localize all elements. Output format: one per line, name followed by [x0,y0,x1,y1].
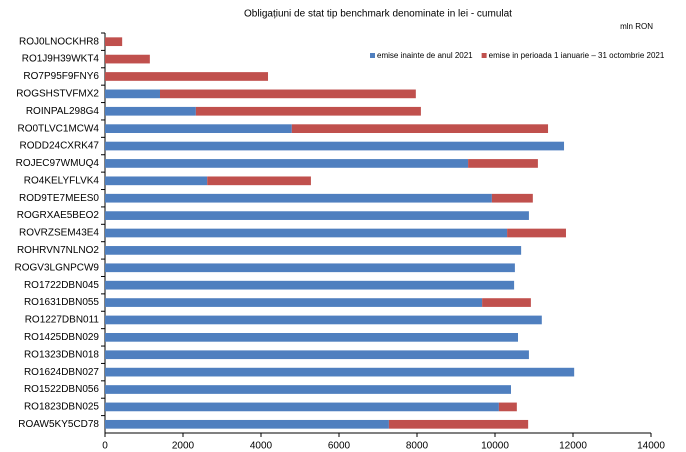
y-tick-label: ROHRVN7NLNO2 [17,245,99,256]
legend-swatch [481,53,487,58]
bar-segment [105,193,492,203]
x-tick-label: 0 [102,441,108,452]
chart-title: Obligațiuni de stat tip benchmark denomi… [244,9,512,20]
bar-segment [105,89,160,99]
bar-segment [105,280,515,290]
bar-segment [105,263,515,273]
bar-segment [105,419,389,429]
x-tick-label: 8000 [406,441,429,452]
bar-segment [105,228,508,238]
bar-segment [105,176,208,186]
bar-segment [491,193,533,203]
bar-segment [159,89,416,99]
bar-segment [105,315,542,325]
y-tick-label: ROGV3LGNPCW9 [15,262,100,273]
y-tick-label: RO1425DBN029 [24,332,99,343]
bar-segment [105,298,483,307]
bar-segment [207,176,311,186]
x-tick-label: 10000 [481,441,509,452]
bar-segment [105,333,519,342]
y-tick-label: ROGRXAE5BEO2 [17,210,100,221]
bar-segment [498,402,517,412]
bar-segment [105,385,511,394]
bar-segment [195,106,421,116]
x-tick-label: 12000 [559,441,587,452]
y-tick-label: ROJ0LNOCKHR8 [19,36,99,47]
unit-label: mln RON [620,22,653,31]
y-tick-label: ROJEC97WMUQ4 [16,158,100,169]
bar-segment [105,37,123,47]
y-tick-label: ROAW5KY5CD78 [18,419,99,430]
bar-segment [105,211,529,220]
legend-label: emise in perioada 1 ianuarie – 31 octomb… [489,51,665,60]
y-tick-label: ROGSHSTVFMX2 [16,89,99,100]
y-tick-label: RO1J9H39WKT4 [22,54,100,65]
y-tick-label: RO7P95F9FNY6 [23,71,99,82]
y-tick-label: RO0TLVC1MCW4 [18,123,100,134]
y-tick-label: ROD9TE7MEES0 [19,193,99,204]
bar-segment [105,54,150,64]
y-tick-label: RO1823DBN025 [24,402,99,413]
y-tick-label: RO1522DBN056 [24,384,99,395]
y-tick-label: ROINPAL298G4 [26,106,100,117]
y-tick-label: RO1624DBN027 [24,367,99,378]
x-tick-label: 4000 [250,441,273,452]
bar-segment [105,72,269,81]
bar-segment [507,228,566,238]
bar-segment [482,298,531,307]
y-tick-label: RODD24CXRK47 [20,141,100,152]
legend-swatch [370,53,375,58]
y-tick-label: RO4KELYFLVK4 [24,175,100,186]
bar-segment [105,141,565,151]
y-tick-label: RO1631DBN055 [24,297,99,308]
bar-segment [105,124,292,133]
legend-label: emise inainte de anul 2021 [377,51,473,60]
y-tick-label: ROVRZSEM43E4 [19,228,99,239]
bar-segment [105,350,529,360]
bar-segment [105,367,575,377]
y-tick-label: RO1722DBN045 [24,280,99,291]
bar-segment [105,159,469,168]
bar-segment [105,402,499,412]
bar-segment [468,159,538,168]
x-tick-label: 2000 [172,441,195,452]
bar-segment [291,124,549,133]
bar-segment [105,246,522,255]
bar-segment [105,106,196,116]
bar-segment [388,419,529,429]
y-tick-label: RO1227DBN011 [25,315,100,326]
y-tick-label: RO1323DBN018 [24,349,99,360]
x-tick-label: 14000 [637,441,665,452]
x-tick-label: 6000 [328,441,351,452]
